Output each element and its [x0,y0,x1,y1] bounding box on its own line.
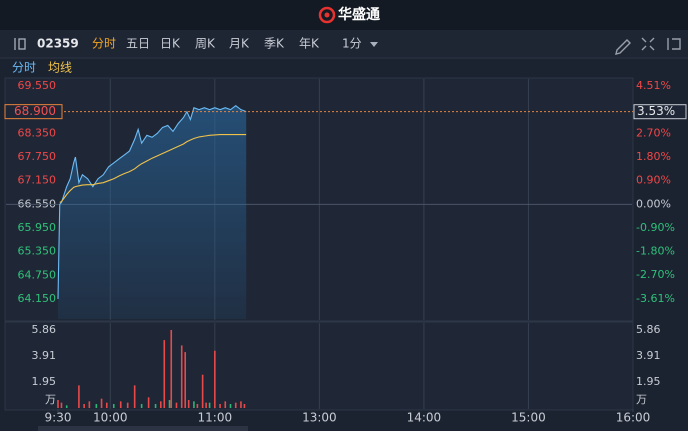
y2-tick-label: 4.51% [636,79,671,92]
x-tick-label: 11:00 [198,411,233,425]
y2-tick-label: 2.70% [636,126,671,139]
volume-bar [229,404,232,408]
volume-bar [168,400,171,408]
y-tick-label: 67.150 [18,174,57,187]
y2-tick-label: 3.91 [636,349,661,362]
volume-bar [201,374,204,408]
volume-bar [163,340,166,408]
y-tick-label: 3.91 [32,349,57,362]
volume-bar [95,404,98,408]
y2-tick-label: 1.95 [636,375,661,388]
volume-bar [175,402,178,408]
y-tick-label: 65.350 [18,245,57,258]
toolbar [0,30,688,58]
y2-tick-label: 1.80% [636,150,671,163]
volume-bar [243,404,246,408]
tab[interactable]: 年K [299,37,320,51]
legend-item[interactable]: 分时 [12,61,36,75]
scrollbar[interactable] [38,426,248,431]
volume-bar [193,401,195,408]
x-tick-label: 16:00 [616,411,651,425]
tab[interactable]: 五日 [126,37,150,51]
y-tick-label: 69.550 [18,79,57,92]
y2-tick-label: -2.70% [636,268,675,281]
volume-bar [78,385,80,408]
x-tick-label: 9:30 [45,411,72,425]
dropdown-arrow[interactable] [370,42,378,47]
volume-bar [234,402,237,408]
volume-bar [133,385,136,408]
volume-bar [219,404,221,408]
y2-tick-label: 0.90% [636,174,671,187]
last-change-box [633,104,687,120]
tab[interactable]: 分时 [92,37,116,51]
price-area [58,105,247,319]
symbol: 02359 [37,37,79,51]
volume-bar [180,345,183,408]
y2-tick-label: 5.86 [636,323,661,336]
last-change-label: 3.53% [637,104,675,118]
volume-bar [140,404,143,408]
volume-bar [60,402,63,408]
last-price-label: 68.900 [14,104,56,118]
volume-bar [154,404,157,408]
volume-bar [100,398,103,408]
volume-bar [187,400,190,408]
y2-tick-label: -3.61% [636,292,675,305]
volume-bar [196,404,199,408]
top-bar [0,0,688,30]
x-tick-label: 10:00 [93,411,128,425]
volume-bar [170,329,173,408]
x-tick-label: 14:00 [407,411,442,425]
y-tick-label: 64.750 [18,268,57,281]
tab[interactable]: 日K [160,37,181,51]
volume-bar [57,400,59,408]
volume-bar [160,401,162,408]
volume-bar [214,350,216,408]
y-tick-label: 68.350 [18,126,57,139]
collapse-icon[interactable] [14,38,26,50]
x-tick-label: 13:00 [302,411,337,425]
unit-label: 万 [636,393,647,406]
series-line [57,105,247,300]
brand-logo [318,6,336,24]
unit-label: 万 [45,393,56,406]
volume-bar [208,402,211,408]
tab[interactable]: 月K [229,37,250,51]
tab[interactable]: 季K [264,37,285,51]
volume-bar [224,401,227,408]
volume-bar [240,401,242,408]
volume-bar [205,402,207,408]
y2-tick-label: -0.90% [636,221,675,234]
volume-bar [119,401,122,408]
volume-bar [126,402,129,408]
volume-bar [88,401,91,408]
volume-bar [184,352,186,408]
interval-select[interactable]: 1分 [342,37,362,51]
brand-name: 华盛通 [338,6,380,23]
y-tick-label: 67.750 [18,150,57,163]
volume-bar [83,404,85,408]
volume-bar [105,402,108,408]
legend-item[interactable]: 均线 [48,61,72,75]
y-tick-label: 64.150 [18,292,57,305]
series-line [59,133,247,203]
toolbar-icons[interactable] [615,37,681,55]
y-tick-label: 65.950 [18,221,57,234]
volume-bar [147,397,150,408]
volume-bar [65,405,68,408]
y-tick-label: 1.95 [32,375,57,388]
volume-bar [112,404,115,408]
y-tick-label: 5.86 [32,323,57,336]
last-price-box [4,104,63,120]
y2-tick-label: -1.80% [636,245,675,258]
tab[interactable]: 周K [195,37,216,51]
y2-tick-label: 0.00% [636,197,671,210]
x-tick-label: 15:00 [511,411,546,425]
